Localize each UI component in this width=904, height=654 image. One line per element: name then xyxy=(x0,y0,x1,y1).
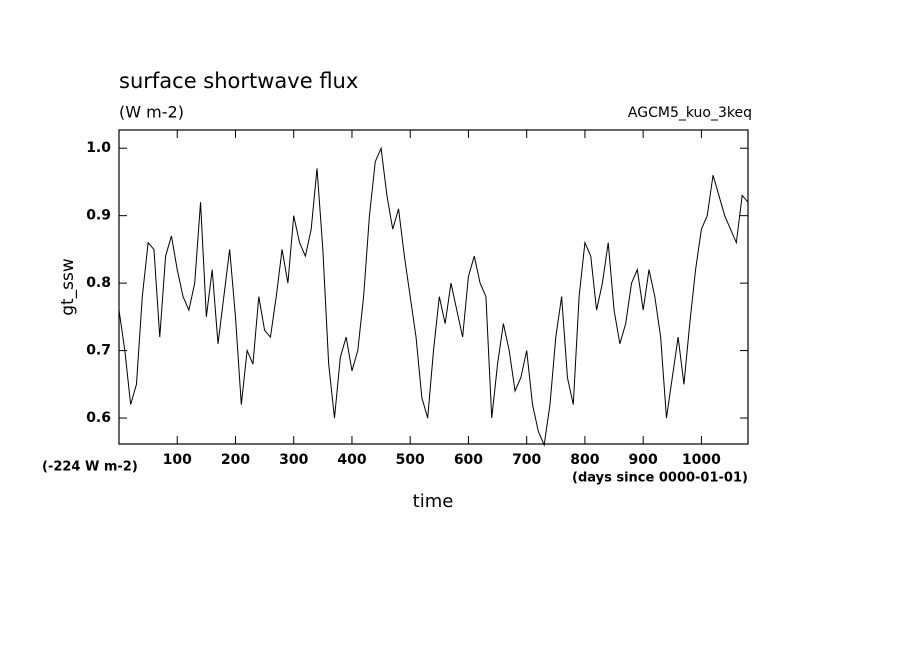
offset-note: (-224 W m-2) xyxy=(42,460,138,475)
x-tick-label: 400 xyxy=(337,452,366,468)
x-axis-label: time xyxy=(413,491,454,512)
y-tick-label: 1.0 xyxy=(86,140,111,156)
subtitle: (W m-2) xyxy=(119,103,184,122)
x-tick-label: 700 xyxy=(512,452,541,468)
x-tick-label: 200 xyxy=(221,452,250,468)
y-tick-label: 0.7 xyxy=(86,343,111,359)
x-tick-label: 900 xyxy=(629,452,658,468)
chart-title: surface shortwave flux xyxy=(119,69,358,93)
experiment-label: AGCM5_kuo_3keq xyxy=(628,105,752,121)
x-tick-label: 500 xyxy=(396,452,425,468)
x-tick-label: 100 xyxy=(163,452,192,468)
x-tick-label: 1000 xyxy=(682,452,721,468)
y-tick-label: 0.6 xyxy=(86,410,111,426)
y-axis-label: gt_ssw xyxy=(58,258,78,316)
x-tick-label: 300 xyxy=(279,452,308,468)
x-tick-label: 800 xyxy=(570,452,599,468)
plot-frame xyxy=(118,129,749,445)
y-tick-label: 0.9 xyxy=(86,208,111,224)
series-line xyxy=(118,146,749,447)
x-unit-note: (days since 0000-01-01) xyxy=(572,471,748,486)
x-tick-label: 600 xyxy=(454,452,483,468)
y-tick-label: 0.8 xyxy=(86,275,111,291)
